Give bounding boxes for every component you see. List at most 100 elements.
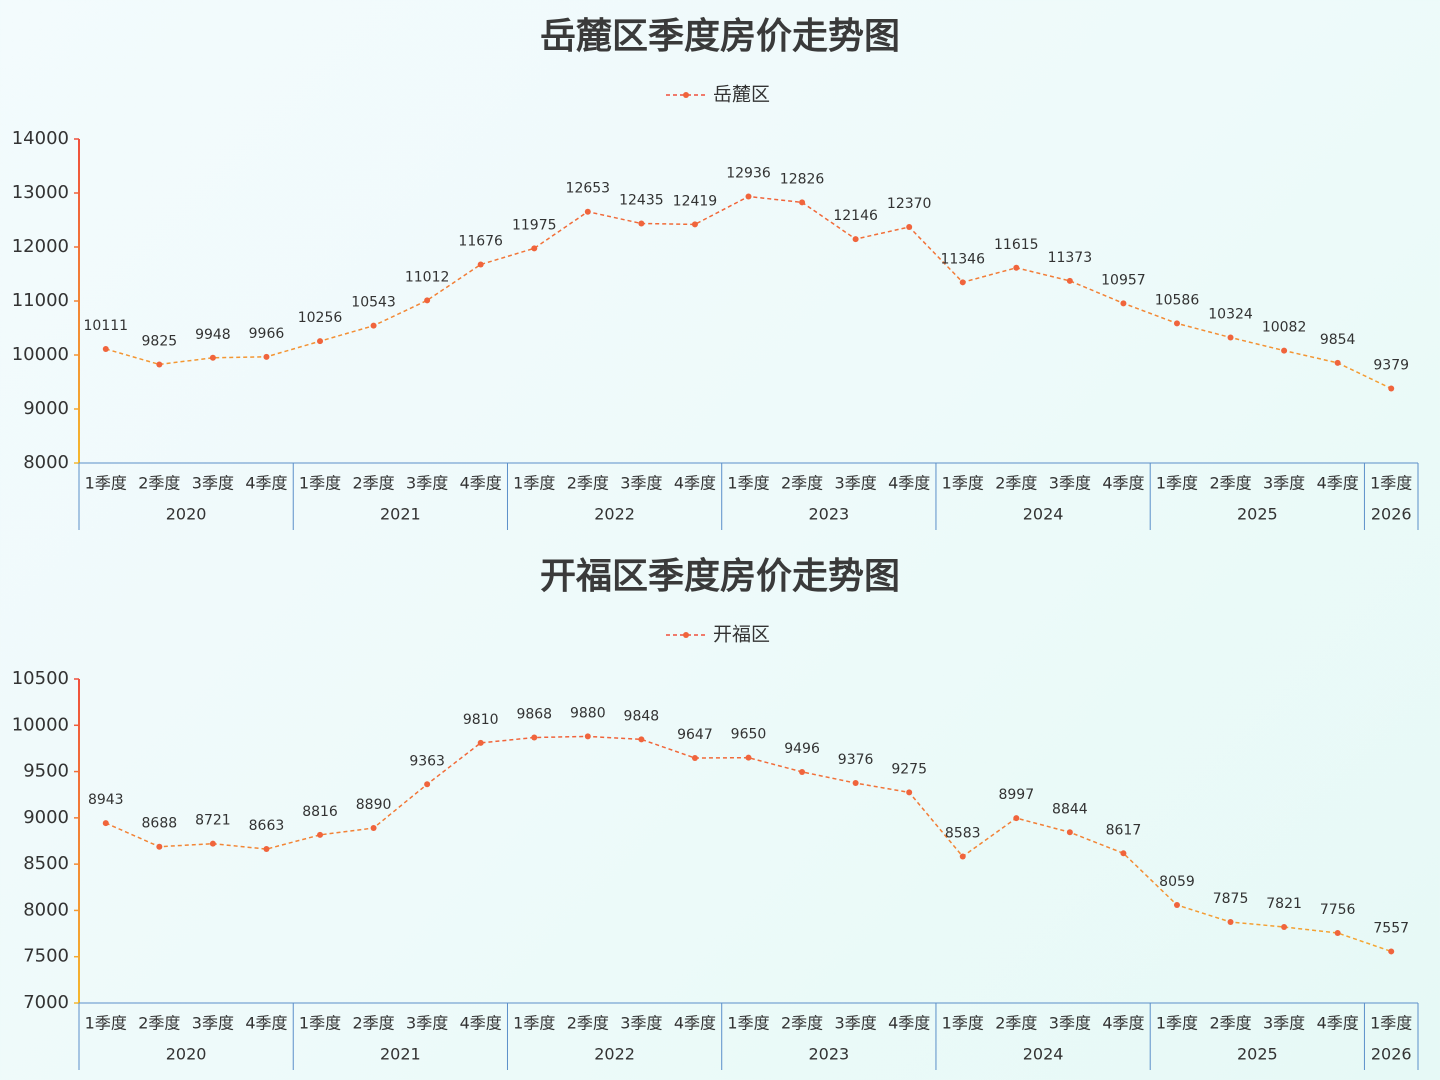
data-point [584,733,591,740]
data-label: 7557 [1373,920,1409,936]
group-label: 2024 [1023,1045,1064,1064]
data-label: 7756 [1320,902,1356,918]
y-tick-label: 12000 [12,236,69,257]
data-point [1120,300,1127,307]
data-label: 11012 [405,269,450,285]
x-tick-label: 1季度 [299,1014,341,1033]
data-label: 10082 [1262,320,1307,336]
data-label: 9496 [784,741,820,757]
x-tick-label: 4季度 [888,474,930,493]
x-tick-label: 4季度 [1102,1014,1144,1033]
data-point [263,353,270,360]
group-label: 2022 [594,1045,635,1064]
y-tick-label: 8000 [23,899,69,920]
legend-dot [683,632,689,638]
data-label: 8844 [1052,801,1088,817]
y-tick-label: 10000 [12,344,69,365]
data-label: 10324 [1208,307,1253,323]
data-label: 8721 [195,813,231,829]
x-tick-label: 2季度 [781,474,823,493]
data-point [1066,277,1073,284]
data-point [1334,930,1341,937]
chart-title: 岳麓区季度房价走势图 [540,16,900,57]
data-label: 9848 [624,708,660,724]
data-point [317,831,324,838]
group-label: 2023 [808,1045,849,1064]
group-label: 2025 [1237,505,1278,524]
data-label: 9854 [1320,332,1356,348]
data-point [959,853,966,860]
group-label: 2021 [380,505,421,524]
data-label: 8663 [249,818,285,834]
data-label: 12370 [887,196,932,212]
x-tick-label: 1季度 [727,474,769,493]
data-point [852,236,859,243]
x-tick-label: 4季度 [674,1014,716,1033]
x-tick-label: 1季度 [513,1014,555,1033]
group-label: 2021 [380,1045,421,1064]
x-tick-label: 1季度 [727,1014,769,1033]
x-tick-label: 2季度 [352,1014,394,1033]
y-tick-label: 11000 [12,290,69,311]
group-label: 2024 [1023,505,1064,524]
data-point [424,297,431,304]
data-label: 11615 [994,237,1039,253]
data-label: 9363 [409,753,445,769]
legend-label: 岳麓区 [713,84,770,106]
x-tick-label: 1季度 [942,474,984,493]
data-label: 9379 [1373,358,1409,374]
group-label: 2025 [1237,1045,1278,1064]
data-label: 11975 [512,217,557,233]
data-label: 10957 [1101,272,1146,288]
data-label: 8943 [88,792,124,808]
x-tick-label: 3季度 [406,474,448,493]
group-label: 2020 [166,1045,207,1064]
data-point [156,361,163,368]
y-tick-label: 9000 [23,398,69,419]
data-point [317,338,324,345]
data-label: 7875 [1213,891,1249,907]
data-label: 9647 [677,727,713,743]
data-point [263,846,270,853]
data-point [906,789,913,796]
group-label: 2022 [594,505,635,524]
data-point [156,843,163,850]
x-tick-label: 4季度 [245,474,287,493]
x-tick-label: 3季度 [1263,1014,1305,1033]
x-tick-label: 2季度 [138,1014,180,1033]
data-point [102,346,109,353]
data-label: 8997 [998,787,1034,803]
data-label: 9275 [891,761,927,777]
series-line [105,735,1392,953]
data-label: 8688 [142,816,178,832]
data-point [477,739,484,746]
x-tick-label: 3季度 [406,1014,448,1033]
data-point [1281,347,1288,354]
data-point [1066,829,1073,836]
data-point [959,279,966,286]
y-tick-label: 8500 [23,853,69,874]
x-tick-label: 3季度 [192,1014,234,1033]
data-label: 9650 [731,727,767,743]
x-tick-label: 2季度 [138,474,180,493]
data-point [1173,901,1180,908]
group-label: 2023 [808,505,849,524]
x-tick-label: 1季度 [942,1014,984,1033]
x-tick-label: 3季度 [1049,474,1091,493]
data-label: 8890 [356,797,392,813]
x-tick-label: 4季度 [460,1014,502,1033]
x-tick-label: 1季度 [1156,1014,1198,1033]
data-point [691,754,698,761]
x-tick-label: 4季度 [674,474,716,493]
x-tick-label: 2季度 [352,474,394,493]
data-point [370,322,377,329]
data-label: 9868 [516,707,552,723]
data-point [584,208,591,215]
data-point [531,245,538,252]
x-tick-label: 4季度 [1317,1014,1359,1033]
x-tick-label: 1季度 [299,474,341,493]
data-label: 12826 [780,171,825,187]
x-tick-label: 4季度 [1317,474,1359,493]
y-tick-label: 10500 [12,668,69,689]
data-label: 10256 [298,310,343,326]
